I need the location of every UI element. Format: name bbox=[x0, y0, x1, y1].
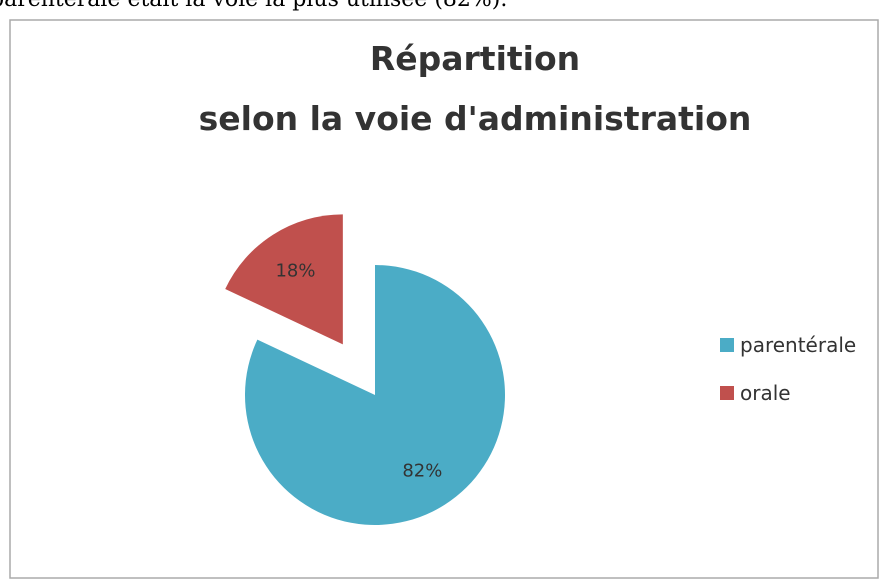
data-label: 82% bbox=[402, 461, 442, 482]
pie-slice bbox=[225, 214, 343, 345]
data-label: 18% bbox=[275, 261, 315, 282]
legend-label: orale bbox=[740, 381, 791, 405]
legend-label: parentérale bbox=[740, 333, 856, 357]
legend-swatch bbox=[720, 338, 734, 352]
header-text: parentérale était la voie la plus utilis… bbox=[0, 0, 507, 12]
chart-title: selon la voie d'administration bbox=[199, 99, 752, 138]
legend-swatch bbox=[720, 386, 734, 400]
pie-slice bbox=[244, 265, 505, 525]
chart-title: Répartition bbox=[370, 39, 580, 78]
